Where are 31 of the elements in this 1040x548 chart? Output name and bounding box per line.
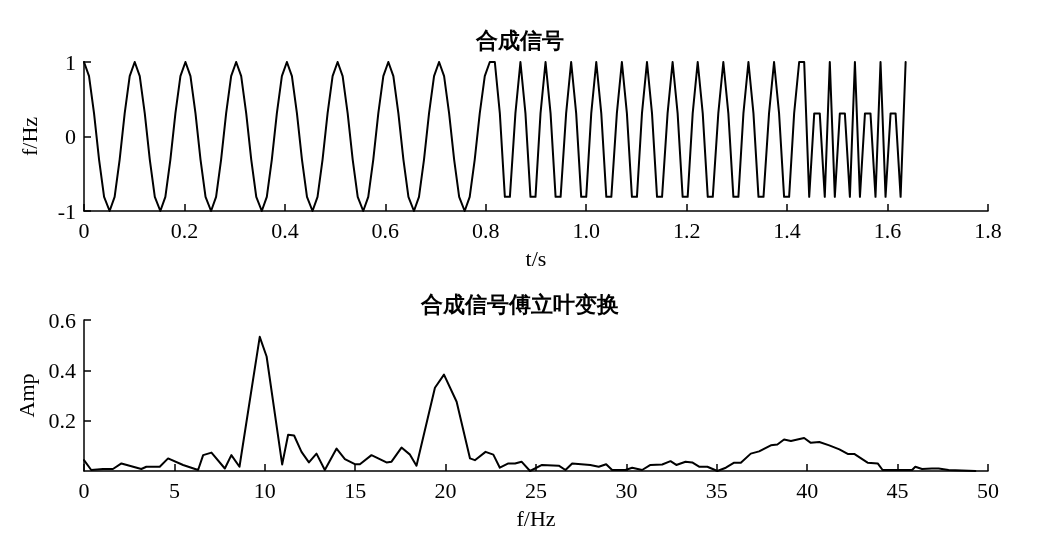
- x-tick-label: 30: [615, 477, 638, 503]
- y-tick-label: 0: [65, 124, 76, 149]
- x-tick-label: 0.4: [271, 217, 299, 243]
- x-tick-label: 1.2: [672, 217, 701, 243]
- x-axis-title: f/Hz: [516, 505, 556, 531]
- x-tick-label: 1.6: [873, 217, 902, 243]
- x-tick-label: 15: [344, 477, 367, 503]
- y-axis-title: f/Hz: [16, 116, 42, 157]
- x-tick-label: 0.8: [472, 217, 500, 243]
- x-tick-label: 25: [525, 477, 547, 503]
- y-axis-title: Amp: [14, 373, 40, 418]
- x-tick-label: 20: [434, 477, 457, 503]
- chart-title: 合成信号傅立叶变换: [420, 291, 619, 317]
- x-axis-title: t/s: [525, 245, 547, 271]
- x-tick-label: 0.2: [170, 217, 199, 243]
- x-tick-label: 35: [705, 477, 728, 503]
- y-tick-label: 0.6: [48, 307, 76, 333]
- y-tick-label: -1: [57, 198, 76, 224]
- chart-title: 合成信号: [475, 27, 564, 53]
- x-tick-label: 50: [977, 477, 999, 503]
- x-tick-label: 5: [168, 477, 180, 503]
- x-tick-label: 1.4: [773, 217, 801, 243]
- y-tick-label: 1: [65, 49, 76, 75]
- x-tick-label: 1.8: [974, 217, 1002, 243]
- x-tick-label: 1.0: [572, 217, 600, 243]
- x-tick-label: 40: [796, 477, 819, 503]
- y-tick-label: 0.4: [48, 357, 76, 383]
- x-tick-label: 10: [253, 477, 276, 503]
- x-tick-label: 0.6: [371, 217, 400, 243]
- y-tick-label: 0.2: [48, 408, 76, 434]
- x-tick-label: 45: [886, 477, 909, 503]
